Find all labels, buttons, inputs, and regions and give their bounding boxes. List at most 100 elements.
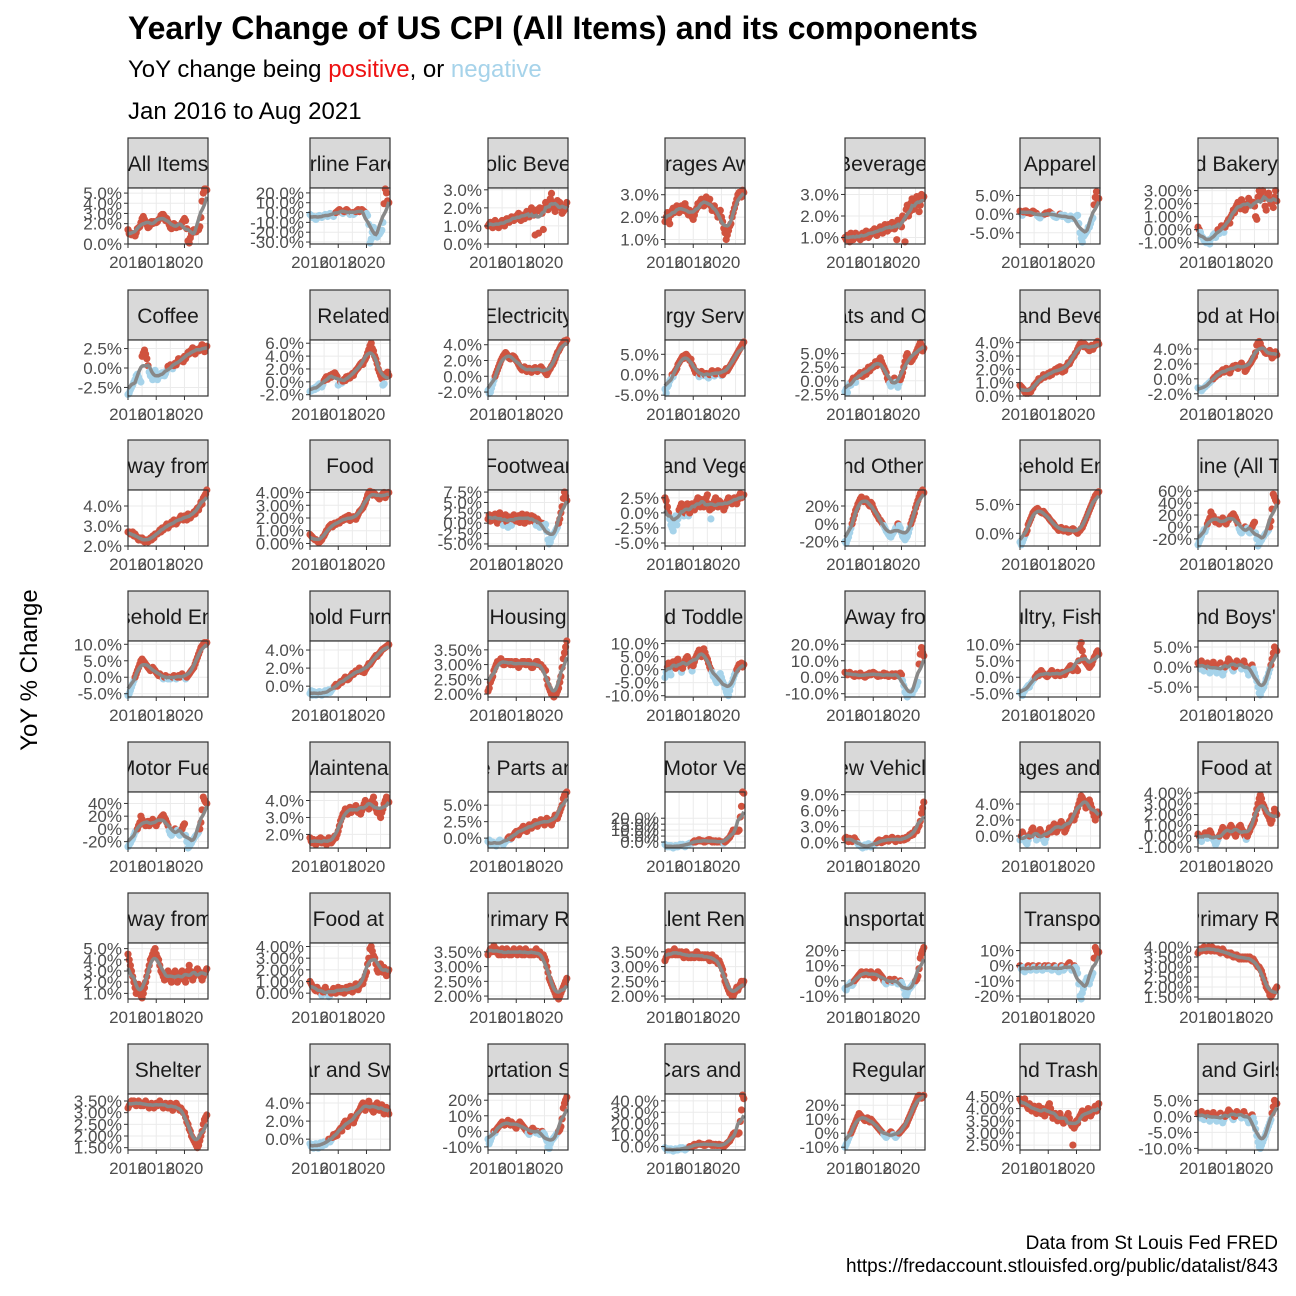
x-tick-label: 2018 [497,253,535,272]
facet-panel: Bread and Bakery Products-1.00%0.00%1.00… [1110,137,1296,272]
y-tick-label: 3.0% [443,181,482,200]
facet-panel: Transportation Services-10%0%10%20%20162… [418,1043,639,1178]
facet-strip-label: Infants' and Toddlers' Apparel [568,606,842,629]
y-tick-label: -30.0% [250,233,304,252]
y-tick-label: 0.0% [975,205,1014,224]
facet-strip-label: Household Energy [974,455,1147,478]
y-tick-label: 0% [814,515,839,534]
y-tick-label: 4.00% [1144,784,1192,803]
x-tick-label: 2018 [674,253,712,272]
facet-panel: Food and Beverages0.0%1.0%2.0%3.0%4.0%20… [975,289,1103,424]
facet-strip-label: New Vehicles [822,757,948,780]
facet-panel: Alcoholic Beverages Away from Home 1.0% 2.… [620,137,748,272]
data-point [1262,206,1270,214]
data-point [143,355,151,363]
x-tick-label: 2020 [883,1008,921,1027]
y-tick-label: 5.0% [443,796,482,815]
data-point [740,977,748,985]
facet-strip-label: Other Food at Home [254,908,445,931]
facet-strip-label: Bread and Bakery Products [1110,153,1296,176]
data-point [893,236,901,244]
x-tick-label: 2018 [319,253,357,272]
x-tick-label: 2020 [166,857,204,876]
facet-strip-label: Fats and Oils [823,305,947,328]
y-tick-label: 0.0% [443,235,482,254]
facet-strip-label: Sugar and Sweets [264,1059,436,1082]
data-point [1095,948,1103,956]
x-tick-label: 2020 [1058,1008,1096,1027]
facet-strip-label: Fuels and Other Utilities [773,455,997,478]
y-tick-label: 0.0% [975,524,1014,543]
panel-border [309,187,391,245]
y-tick-label: 5.0% [975,495,1014,514]
data-point [551,207,559,216]
x-tick-label: 2016 [469,253,507,272]
data-point [740,789,748,797]
y-tick-label: 0.0% [83,359,122,378]
x-tick-label: 2016 [291,253,329,272]
x-tick-label: 2020 [1236,555,1274,574]
data-point [737,1106,746,1114]
facet-panel: Footwear-5.0%-2.5%0.0%2.5%5.0%7.5%201620… [438,439,571,574]
facet-strip-label: Women's and Girls' Apparel [1109,1059,1296,1082]
facet-strip-label: Transportation Services [418,1059,639,1082]
data-point [1092,188,1101,196]
y-tick-label: -2.5% [78,378,122,397]
data-point [920,943,928,952]
facet-strip-label: Motor Vehicle Maintenance and Repair [169,757,531,780]
x-tick-label: 2020 [883,405,921,424]
x-tick-label: 2020 [703,1159,741,1178]
y-tick-label: 20.0% [256,184,304,203]
y-tick-label: 5.0% [83,940,122,959]
x-tick-label: 2020 [1058,706,1096,725]
y-tick-label: 4.0% [265,791,304,810]
y-tick-label: 2.0% [265,825,304,844]
facet-panel: Used Cars and Trucks0.0%10.0%20.0%30.0%4… [611,1043,748,1178]
y-tick-label: 10% [980,942,1014,961]
facet-panel: Food Away from Home2.0%3.0%4.0%201620182… [83,439,211,574]
data-point [666,220,674,228]
data-point [369,793,378,801]
facet-strip [127,137,209,189]
y-tick-label: 2.5% [443,813,482,832]
facet-panel: Lodging Away from Home -10.0%0.0%10.0%20.… [785,590,928,725]
y-tick-label: 3.0% [83,517,122,536]
y-tick-label: 4.0% [975,334,1014,353]
y-tick-label: 4.50% [966,1087,1014,1106]
y-tick-label: 3.50% [434,943,482,962]
facet-strip-label: Shelter [135,1059,202,1082]
smooth-line [127,196,209,236]
y-tick-label: 3.50% [74,1092,122,1111]
facet-strip-label: Food at Home [1171,305,1296,328]
facet-panel: Household Energy-5.0%0.0%5.0%10.0%201620… [74,590,211,725]
y-tick-label: 60% [1158,482,1192,501]
panel-border [487,187,569,245]
y-tick-label: 0.0% [83,235,122,254]
facet-strip-label: Other Food at Home [1142,757,1296,780]
data-point [1273,983,1281,991]
x-tick-label: 2020 [348,1008,386,1027]
y-tick-label: 2.0% [620,208,659,227]
y-tick-label: 0.0% [620,366,659,385]
y-tick-label: 0.0% [265,204,304,223]
x-tick-label: 2020 [166,1159,204,1178]
y-tick-label: 20% [805,1096,839,1115]
x-tick-label: 2020 [348,857,386,876]
y-tick-label: 3.50% [434,641,482,660]
y-tick-label: 0.0% [265,677,304,696]
facet-panel: Shelter1.50%2.00%2.50%3.00%3.50%20162018… [74,1043,211,1178]
y-tick-label: 20% [448,1091,482,1110]
facet-panel: Men's and Boys' Apparel-5.0%0.0%5.0%2016… [1148,590,1281,725]
y-tick-label: -10.0% [785,685,839,704]
x-tick-label: 2020 [526,1159,564,1178]
y-tick-label: 3.0% [265,808,304,827]
x-tick-label: 2020 [1236,253,1274,272]
x-tick-label: 2018 [854,253,892,272]
y-tick-label: 0.0% [975,668,1014,687]
facet-strip-label: Airline Fares [291,153,409,176]
facet-panel: Other Food at Home0.00%1.00%2.00%3.00%4.… [254,892,445,1027]
facet-panel: All Items 0.0%2.0%3.0%4.0%5.0% 20162018202… [83,137,211,272]
